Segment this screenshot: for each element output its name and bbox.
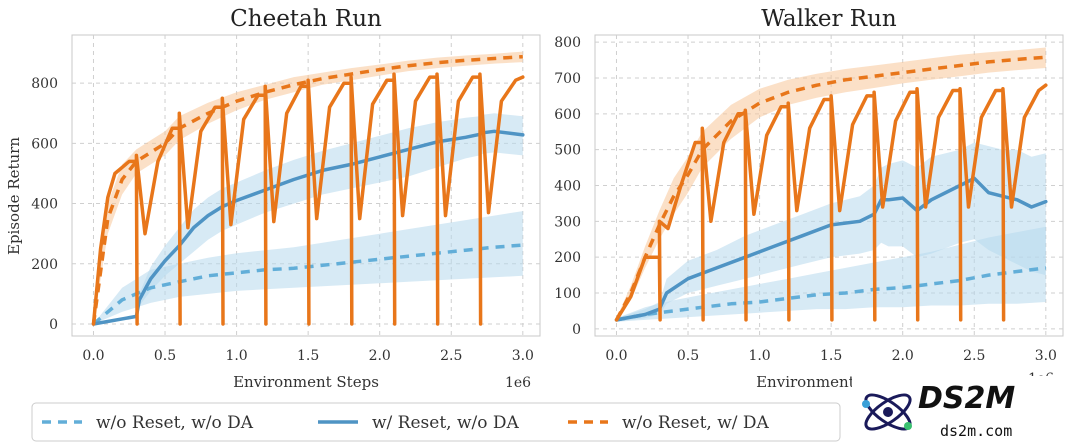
legend-frame [31, 402, 841, 442]
chart-cheetah-run: Cheetah Run Episode Return Environment S… [5, 6, 541, 391]
y-tick-label: 600 [554, 107, 581, 123]
legend: w/o Reset, w/o DA w/ Reset, w/o DA w/o R… [31, 402, 841, 442]
x-tick-label: 0.5 [677, 348, 699, 364]
series-layer [614, 47, 1048, 322]
y-tick-label: 200 [554, 250, 581, 266]
x-tick-label: 3.0 [512, 348, 534, 364]
x-tick-label: 1.5 [297, 348, 319, 364]
series-line [614, 83, 1048, 322]
x-tick-label: 2.5 [963, 348, 985, 364]
x-tick-label: 2.5 [440, 348, 462, 364]
series-band [93, 51, 523, 324]
y-tick-label: 500 [554, 143, 581, 159]
series-line [614, 176, 1048, 322]
y-tick-label: 800 [31, 76, 58, 92]
chart-title: Cheetah Run [230, 6, 382, 32]
x-tick-label: 3.0 [1035, 348, 1057, 364]
y-tick-label: 400 [554, 179, 581, 195]
series-band [93, 113, 523, 324]
x-offset-label: 1e6 [505, 375, 531, 391]
chart-walker-run: Walker Run Environment Steps 1e6 0.00.51… [554, 6, 1064, 391]
y-tick-label: 600 [31, 136, 58, 152]
legend-label-2: w/o Reset, w/ DA [622, 413, 770, 433]
chart-title: Walker Run [761, 6, 897, 32]
x-tick-label: 1.5 [820, 348, 842, 364]
x-axis-label: Environment Steps [233, 373, 379, 391]
x-tick-label: 0.5 [154, 348, 176, 364]
watermark-logo: DS2M ds2m.com [852, 376, 1074, 444]
legend-label-0: w/o Reset, w/o DA [96, 413, 254, 433]
y-tick-label: 800 [554, 35, 581, 51]
atom-icon [862, 393, 912, 431]
y-tick-label: 0 [49, 317, 58, 333]
y-tick-label: 200 [31, 257, 58, 273]
watermark-url: ds2m.com [940, 422, 1012, 440]
series-layer [91, 51, 525, 326]
y-tick-label: 0 [572, 322, 581, 338]
y-tick-label: 400 [31, 197, 58, 213]
y-tick-label: 300 [554, 214, 581, 230]
watermark-text: DS2M [918, 381, 1015, 416]
y-tick-label: 700 [554, 71, 581, 87]
legend-label-1: w/ Reset, w/o DA [372, 413, 520, 433]
series-line [91, 72, 525, 326]
x-tick-label: 1.0 [225, 348, 247, 364]
y-tick-label: 100 [554, 286, 581, 302]
y-axis-label: Episode Return [5, 137, 23, 255]
x-tick-label: 1.0 [748, 348, 770, 364]
series-band [616, 47, 1046, 322]
x-tick-label: 0.0 [605, 348, 627, 364]
x-tick-label: 2.0 [369, 348, 391, 364]
x-tick-label: 0.0 [82, 348, 104, 364]
x-tick-label: 2.0 [892, 348, 914, 364]
